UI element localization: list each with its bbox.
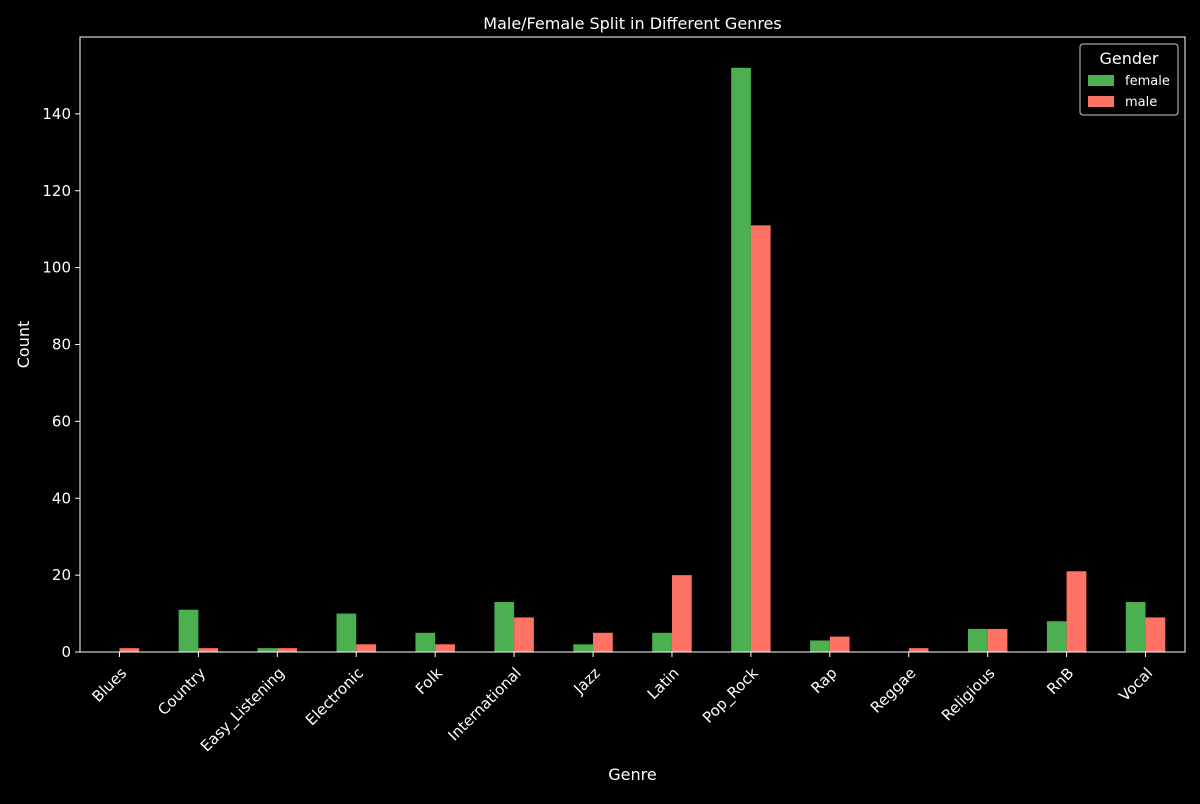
legend: Gender female male xyxy=(1079,43,1179,116)
legend-label-male: male xyxy=(1125,95,1157,110)
bar-female-electronic xyxy=(336,613,357,652)
y-tick-label: 140 xyxy=(42,105,71,123)
bar-female-folk xyxy=(415,632,436,652)
y-tick-label: 100 xyxy=(42,259,71,277)
bar-female-rnb xyxy=(1046,621,1067,652)
bar-male-pop_rock xyxy=(750,225,771,652)
y-tick-label: 60 xyxy=(52,412,71,430)
bar-male-blues xyxy=(119,648,140,652)
y-tick-label: 40 xyxy=(52,489,71,507)
bar-male-folk xyxy=(435,644,455,652)
bar-male-jazz xyxy=(593,632,613,652)
legend-swatch-female xyxy=(1088,75,1114,86)
bars-group xyxy=(119,67,1166,653)
bar-male-religious xyxy=(987,628,1008,652)
legend-label-female: female xyxy=(1125,74,1170,89)
bar-male-country xyxy=(198,648,219,652)
y-tick-label: 0 xyxy=(61,643,71,661)
bar-male-electronic xyxy=(356,644,376,652)
legend-items: female male xyxy=(1088,74,1170,110)
bar-female-pop_rock xyxy=(731,67,751,652)
bar-male-rnb xyxy=(1066,571,1087,652)
x-axis-label: Genre xyxy=(608,765,656,784)
bar-female-international xyxy=(494,602,515,652)
bar-male-vocal xyxy=(1145,617,1166,652)
legend-title: Gender xyxy=(1100,49,1159,68)
bar-male-easy_listening xyxy=(277,648,298,652)
chart-title: Male/Female Split in Different Genres xyxy=(483,14,781,33)
bar-female-country xyxy=(178,609,199,652)
y-tick-label: 20 xyxy=(52,566,71,584)
y-tick-label: 80 xyxy=(52,336,71,354)
bar-female-religious xyxy=(967,628,988,652)
bar-female-vocal xyxy=(1125,602,1146,652)
bar-male-international xyxy=(514,617,534,652)
bar-male-rap xyxy=(829,636,850,653)
bar-female-latin xyxy=(652,632,672,652)
legend-swatch-male xyxy=(1088,96,1114,107)
y-axis: 0 20 40 60 80 100 120 140 xyxy=(42,105,80,661)
bar-male-reggae xyxy=(908,648,929,652)
bar-female-jazz xyxy=(573,644,594,652)
bar-female-rap xyxy=(810,640,830,652)
bar-male-latin xyxy=(671,575,692,653)
y-tick-label: 120 xyxy=(42,182,71,200)
bar-female-easy_listening xyxy=(257,648,278,652)
y-axis-label: Count xyxy=(14,321,33,369)
